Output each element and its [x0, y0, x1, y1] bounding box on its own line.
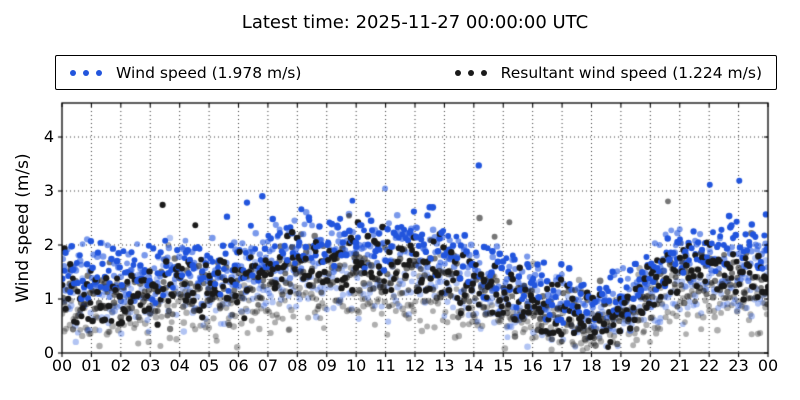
resultant-wind-speed-marker-dots-icon: [454, 69, 487, 76]
x-tick-label: 15: [493, 356, 514, 375]
legend-item-resultant-wind-speed: Resultant wind speed (1.224 m/s): [454, 63, 762, 82]
x-tick-label: 08: [287, 356, 308, 375]
x-tick-label: 23: [728, 356, 749, 375]
x-tick-label: 22: [698, 356, 720, 375]
x-tick-label: 13: [434, 356, 455, 375]
y-tick-label: 2: [43, 235, 54, 254]
x-tick-label: 11: [375, 356, 396, 375]
x-tick-label: 19: [610, 356, 632, 375]
x-tick-label: 06: [228, 356, 249, 375]
x-tick-label: 20: [640, 356, 661, 375]
x-tick-label: 18: [581, 356, 602, 375]
x-tick-label: 07: [257, 356, 279, 375]
y-tick-label: 3: [43, 181, 54, 200]
y-tick-label: 4: [43, 127, 54, 147]
x-tick-label: 00: [51, 356, 73, 375]
wind-speed-marker-dots-icon: [70, 69, 102, 76]
x-tick-label: 21: [669, 356, 690, 375]
x-tick-label: 10: [345, 356, 367, 375]
x-tick-label: 04: [169, 356, 190, 375]
legend: Wind speed (1.978 m/s) Resultant wind sp…: [55, 55, 777, 90]
x-tick-label: 16: [522, 356, 543, 375]
x-tick-label: 00: [757, 356, 779, 375]
y-tick-label: 1: [43, 289, 54, 308]
x-tick-label: 01: [81, 356, 102, 375]
legend-item-wind-speed: Wind speed (1.978 m/s): [70, 64, 301, 82]
x-tick-label: 14: [463, 356, 484, 375]
legend-label-wind-speed: Wind speed (1.978 m/s): [116, 63, 302, 82]
x-tick-label: 12: [404, 356, 426, 375]
y-tick-label: 0: [43, 343, 54, 362]
x-tick-label: 02: [110, 356, 131, 375]
legend-label-resultant-wind-speed: Resultant wind speed (1.224 m/s): [500, 63, 762, 82]
x-tick-label: 05: [198, 356, 220, 375]
x-tick-label: 09: [316, 356, 337, 375]
x-tick-label: 03: [140, 356, 161, 375]
x-tick-label: 17: [551, 356, 573, 375]
